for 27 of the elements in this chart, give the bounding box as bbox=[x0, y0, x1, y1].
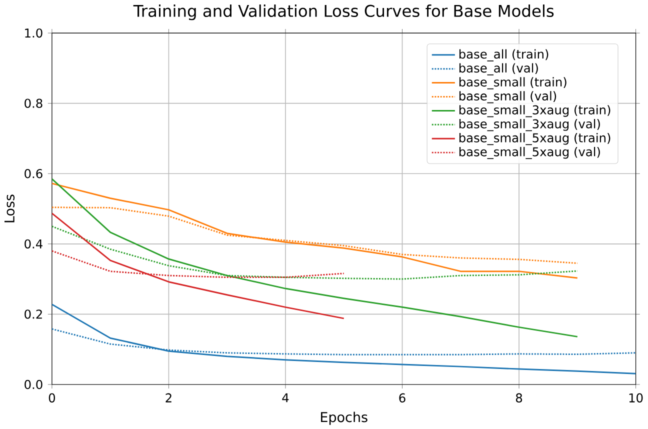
x-tick-label: 8 bbox=[516, 393, 522, 402]
y-tick-label: 0.0 bbox=[24, 380, 42, 389]
line-series bbox=[52, 178, 578, 338]
x-tick-label: 10 bbox=[629, 393, 643, 402]
x-axis-title: Epochs bbox=[321, 412, 368, 425]
legend-label: base_all (val) bbox=[459, 63, 538, 76]
y-tick-label: 0.2 bbox=[24, 309, 42, 319]
x-tick-label: 6 bbox=[399, 393, 406, 402]
legend-label: base_small_5xaug (val) bbox=[459, 146, 600, 159]
legend-label: base_small (train) bbox=[459, 77, 566, 90]
x-tick-label: 4 bbox=[282, 393, 289, 402]
y-tick-label: 0.8 bbox=[24, 98, 42, 108]
x-tick-label: 2 bbox=[166, 393, 172, 402]
line-series bbox=[52, 182, 578, 279]
legend-label: base_small_3xaug (val) bbox=[459, 118, 600, 131]
chart-title: Training and Validation Loss Curves for Base Models bbox=[133, 4, 554, 20]
legend-label: base_small_5xaug (train) bbox=[459, 132, 610, 145]
line-series bbox=[52, 303, 636, 374]
y-axis-title: Loss bbox=[4, 194, 15, 222]
y-tick-label: 0.6 bbox=[24, 168, 42, 178]
y-tick-label: 1.0 bbox=[25, 28, 42, 38]
legend-label: base_small (val) bbox=[459, 90, 556, 104]
line-series bbox=[52, 212, 345, 320]
y-tick-label: 0.4 bbox=[24, 239, 42, 248]
legend-label: base_small_3xaug (train) bbox=[459, 104, 610, 118]
x-tick-label: 0 bbox=[48, 393, 56, 402]
legend-label: base_all (train) bbox=[459, 49, 548, 62]
